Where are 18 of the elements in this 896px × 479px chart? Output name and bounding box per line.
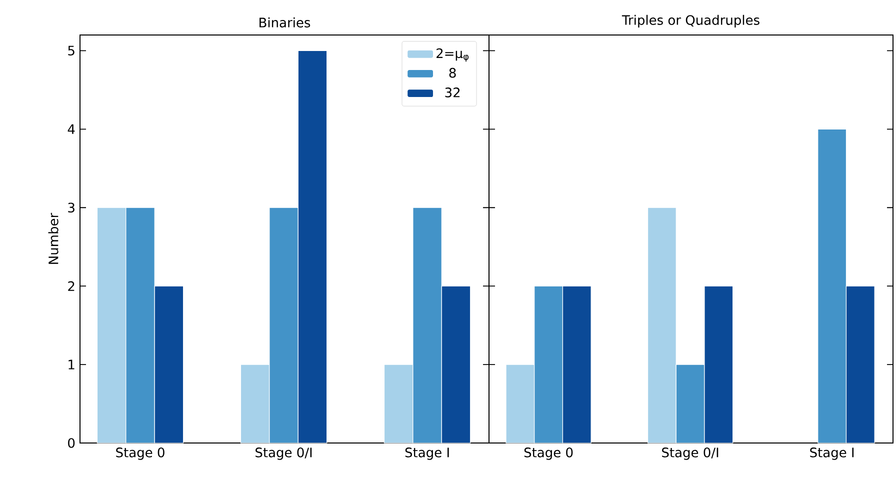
y-tick-label: 3	[68, 202, 74, 213]
y-tick-label: 2	[68, 281, 74, 291]
chart-title: Binaries	[260, 17, 310, 28]
y-tick-label: 5	[68, 46, 74, 56]
legend-label: 8	[449, 68, 456, 78]
x-tick-label: Stage 0	[116, 448, 164, 460]
y-tick-label: 0	[68, 438, 75, 448]
x-tick-label: Stage 0/I	[256, 448, 312, 460]
x-tick-label: Stage I	[810, 448, 854, 460]
legend-label: 2=μ$_{φ}$	[436, 48, 469, 62]
x-tick-label: Stage 0	[524, 448, 573, 460]
legend-label: 32	[445, 88, 460, 98]
chart-title: Triples or Quadruples	[622, 14, 760, 28]
x-tick-label: Stage I	[405, 448, 449, 460]
y-tick-label: 1	[68, 360, 74, 370]
y-axis-title: Number	[48, 212, 58, 264]
x-tick-label: Stage 0/I	[662, 448, 718, 460]
y-tick-label: 4	[68, 124, 75, 134]
